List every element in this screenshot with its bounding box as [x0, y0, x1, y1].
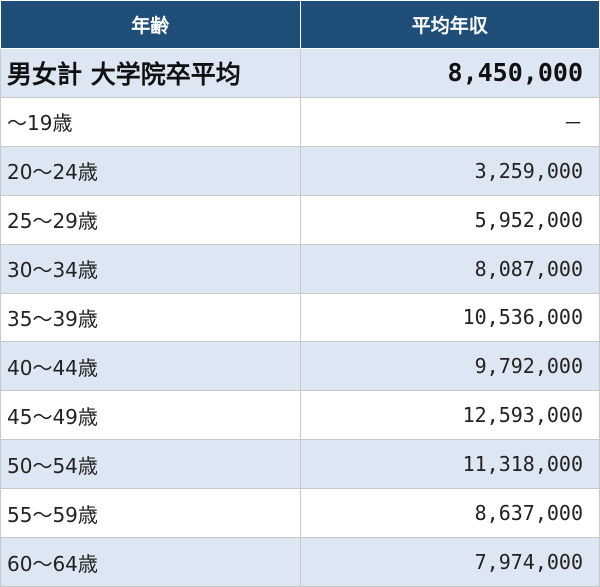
table-row: 45～49歳 12,593,000 [0, 390, 600, 441]
table-row: 55～59歳 8,637,000 [0, 488, 600, 539]
age-cell: 50～54歳 [0, 439, 301, 490]
age-cell: 40～44歳 [0, 341, 301, 392]
header-row: 年齢 平均年収 [0, 0, 600, 49]
table-row: 20～24歳 3,259,000 [0, 145, 600, 196]
age-cell: 45～49歳 [0, 390, 301, 441]
age-cell: 20～24歳 [0, 145, 301, 196]
age-cell: 35～39歳 [0, 292, 301, 343]
table-row: 40～44歳 9,792,000 [0, 341, 600, 392]
age-cell: 30～34歳 [0, 243, 301, 294]
age-cell: 60～64歳 [0, 537, 301, 587]
age-cell: 25～29歳 [0, 194, 301, 245]
salary-cell: 10,536,000 [299, 292, 600, 343]
table-row: 50～54歳 11,318,000 [0, 439, 600, 490]
table-row: 男女計 大学院卒平均 8,450,000 [0, 48, 600, 98]
salary-cell: 5,952,000 [299, 194, 600, 245]
table-header: 年齢 平均年収 [0, 0, 600, 49]
table-row: ～19歳－ [0, 96, 600, 147]
salary-cell: 8,637,000 [299, 488, 600, 539]
age-cell: ～19歳 [0, 96, 301, 147]
salary-cell: 9,792,000 [299, 341, 600, 392]
salary-cell: － [299, 96, 600, 147]
table-row: 35～39歳 10,536,000 [0, 292, 600, 343]
salary-cell: 7,974,000 [299, 537, 600, 587]
age-cell: 55～59歳 [0, 488, 301, 539]
salary-cell: 8,087,000 [299, 243, 600, 294]
table-body: 男女計 大学院卒平均 8,450,000 ～19歳－ 20～24歳 3,259,000 2… [0, 48, 600, 587]
salary-cell: 12,593,000 [299, 390, 600, 441]
salary-cell: 11,318,000 [299, 439, 600, 490]
age-cell: 男女計 大学院卒平均 [0, 48, 301, 98]
header-cell: 年齢 [0, 0, 301, 49]
table-row: 25～29歳 5,952,000 [0, 194, 600, 245]
table-row: 60～64歳 7,974,000 [0, 537, 600, 587]
header-cell: 平均年収 [299, 0, 600, 49]
salary-cell: 8,450,000 [299, 48, 600, 98]
table-row: 30～34歳 8,087,000 [0, 243, 600, 294]
salary-cell: 3,259,000 [299, 145, 600, 196]
